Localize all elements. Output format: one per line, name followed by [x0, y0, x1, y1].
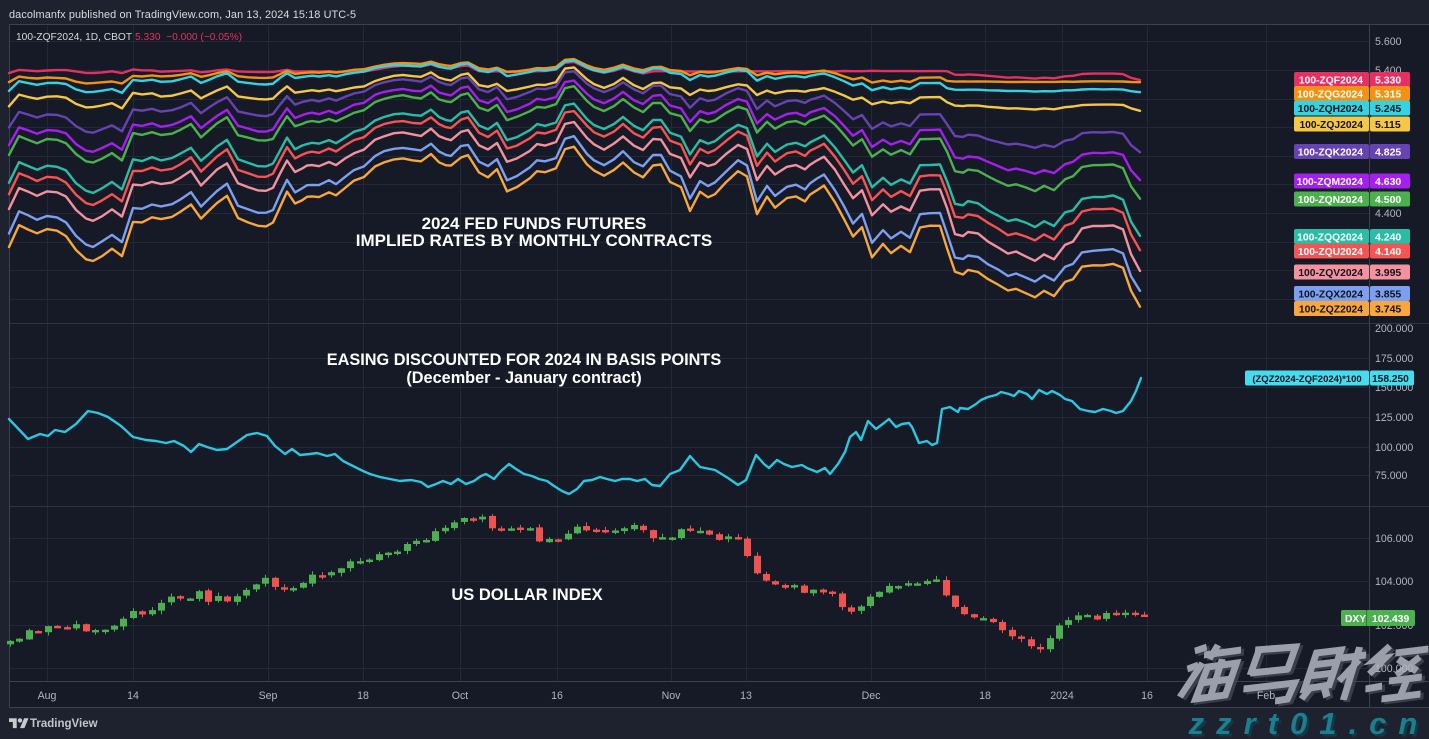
- svg-text:(December - January contract): (December - January contract): [406, 369, 641, 387]
- svg-text:3.745: 3.745: [1375, 304, 1401, 316]
- svg-text:13: 13: [740, 690, 752, 702]
- svg-text:106.000: 106.000: [1375, 533, 1413, 545]
- svg-text:DXY: DXY: [1345, 614, 1366, 625]
- svg-text:Feb: Feb: [1257, 690, 1275, 702]
- svg-text:100-ZQV2024: 100-ZQV2024: [1298, 268, 1363, 279]
- svg-text:EASING DISCOUNTED FOR 2024 IN: EASING DISCOUNTED FOR 2024 IN BASIS POIN…: [327, 351, 722, 369]
- svg-text:100.000: 100.000: [1375, 663, 1413, 675]
- svg-text:100-ZQF2024: 100-ZQF2024: [1299, 76, 1363, 87]
- svg-text:zzrt01.cn: zzrt01.cn: [1190, 709, 1429, 739]
- svg-text:100-ZQG2024: 100-ZQG2024: [1297, 90, 1363, 101]
- svg-text:dacolmanfx published on Tradin: dacolmanfx published on TradingView.com,…: [9, 9, 356, 21]
- svg-text:3.995: 3.995: [1375, 267, 1401, 279]
- svg-text:zzrt01.cn: zzrt01.cn: [1188, 706, 1429, 739]
- svg-text:100-ZQX2024: 100-ZQX2024: [1298, 290, 1363, 301]
- svg-text:4.240: 4.240: [1375, 232, 1401, 244]
- svg-text:4.825: 4.825: [1375, 147, 1401, 159]
- svg-text:4.400: 4.400: [1375, 208, 1402, 220]
- svg-text:100-ZQQ2024: 100-ZQQ2024: [1297, 233, 1363, 244]
- svg-text:100.000: 100.000: [1375, 442, 1413, 454]
- svg-text:4.500: 4.500: [1375, 194, 1401, 206]
- svg-text:5.315: 5.315: [1375, 89, 1401, 101]
- svg-text:200.000: 200.000: [1375, 323, 1413, 335]
- svg-text:2024: 2024: [1050, 690, 1074, 702]
- svg-text:100-ZQH2024: 100-ZQH2024: [1298, 104, 1364, 115]
- svg-text:Nov: Nov: [662, 690, 682, 702]
- svg-text:100-ZQF2024, 1D, CBOT: 100-ZQF2024, 1D, CBOT: [16, 32, 132, 43]
- svg-text:14: 14: [127, 690, 139, 702]
- svg-text:Oct: Oct: [452, 690, 469, 702]
- svg-text:Sep: Sep: [259, 690, 278, 702]
- svg-text:75.000: 75.000: [1375, 470, 1408, 482]
- svg-text:18: 18: [357, 690, 369, 702]
- svg-text:18: 18: [979, 690, 991, 702]
- svg-text:125.000: 125.000: [1375, 412, 1413, 424]
- svg-text:3.855: 3.855: [1375, 289, 1401, 301]
- svg-text:100-ZQJ2024: 100-ZQJ2024: [1299, 120, 1363, 131]
- svg-text:2024 FED FUNDS FUTURES: 2024 FED FUNDS FUTURES: [422, 214, 647, 233]
- svg-text:175.000: 175.000: [1375, 353, 1413, 365]
- svg-text:158.250: 158.250: [1372, 374, 1409, 385]
- svg-text:16: 16: [1141, 690, 1153, 702]
- svg-text:16: 16: [551, 690, 563, 702]
- svg-text:(ZQZ2024-ZQF2024)*100: (ZQZ2024-ZQF2024)*100: [1252, 374, 1361, 385]
- svg-text:TradingView: TradingView: [30, 718, 98, 730]
- svg-text:100-ZQK2024: 100-ZQK2024: [1298, 148, 1364, 159]
- svg-text:4.140: 4.140: [1375, 246, 1401, 258]
- svg-text:IMPLIED RATES BY MONTHLY CONTR: IMPLIED RATES BY MONTHLY CONTRACTS: [356, 231, 712, 250]
- svg-text:US DOLLAR INDEX: US DOLLAR INDEX: [451, 586, 602, 604]
- svg-text:Dec: Dec: [862, 690, 882, 702]
- svg-text:100-ZQN2024: 100-ZQN2024: [1298, 195, 1364, 206]
- svg-text:102.439: 102.439: [1372, 614, 1409, 625]
- svg-text:Aug: Aug: [38, 690, 57, 702]
- svg-text:100-ZQZ2024: 100-ZQZ2024: [1299, 305, 1363, 316]
- svg-text:100-ZQU2024: 100-ZQU2024: [1298, 247, 1364, 258]
- svg-text:4.630: 4.630: [1375, 176, 1401, 188]
- svg-text:5.115: 5.115: [1375, 119, 1401, 131]
- svg-text:5.245: 5.245: [1375, 103, 1401, 115]
- svg-text:104.000: 104.000: [1375, 576, 1413, 588]
- svg-text:5.330: 5.330: [1375, 75, 1401, 87]
- svg-text:100-ZQM2024: 100-ZQM2024: [1297, 177, 1364, 188]
- svg-text:5.330 −0.000 (−0.05%): 5.330 −0.000 (−0.05%): [135, 32, 242, 43]
- svg-text:5.600: 5.600: [1375, 36, 1402, 48]
